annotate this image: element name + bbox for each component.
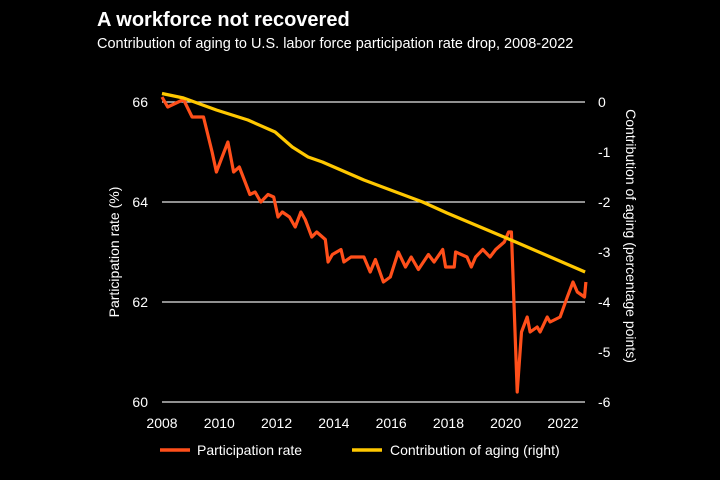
y-axis-label-right: Contribution of aging (percentage points… bbox=[623, 109, 639, 363]
x-tick-label: 2008 bbox=[146, 415, 177, 431]
y-tick-label-right: -3 bbox=[598, 244, 611, 260]
x-tick-label: 2016 bbox=[376, 415, 407, 431]
y-tick-label-right: 0 bbox=[598, 94, 606, 110]
y-axis-label-left: Participation rate (%) bbox=[106, 187, 122, 318]
legend-label-aging: Contribution of aging (right) bbox=[390, 442, 560, 458]
y-tick-label-right: -4 bbox=[598, 294, 611, 310]
y-tick-label-left: 60 bbox=[132, 394, 148, 410]
y-tick-label-left: 66 bbox=[132, 94, 148, 110]
y-tick-label-left: 64 bbox=[132, 194, 148, 210]
y-tick-label-right: -2 bbox=[598, 194, 611, 210]
x-tick-label: 2012 bbox=[261, 415, 292, 431]
x-tick-label: 2022 bbox=[547, 415, 578, 431]
y-tick-label-right: -1 bbox=[598, 144, 611, 160]
y-tick-label-right: -5 bbox=[598, 344, 611, 360]
x-tick-label: 2020 bbox=[490, 415, 521, 431]
x-tick-label: 2018 bbox=[433, 415, 464, 431]
legend: Participation rate Contribution of aging… bbox=[160, 442, 560, 458]
y-tick-label-left: 62 bbox=[132, 294, 148, 310]
legend-label-participation: Participation rate bbox=[197, 442, 302, 458]
chart-subtitle: Contribution of aging to U.S. labor forc… bbox=[97, 36, 574, 52]
x-tick-label: 2010 bbox=[204, 415, 235, 431]
aging-contribution-line bbox=[161, 91, 586, 274]
chart-title: A workforce not recovered bbox=[97, 9, 350, 31]
participation-rate-line bbox=[160, 96, 588, 394]
x-tick-label: 2014 bbox=[318, 415, 349, 431]
y-tick-label-right: -6 bbox=[598, 394, 611, 410]
